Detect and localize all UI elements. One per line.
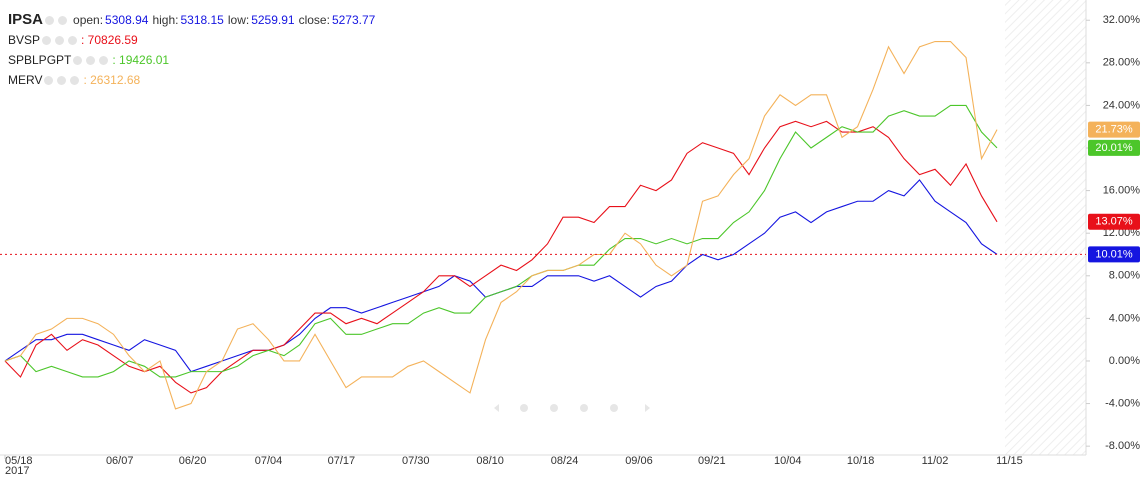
last-value-box — [1088, 213, 1140, 230]
scroll-left[interactable] — [494, 404, 499, 412]
y-tick-label: 0.00% — [1109, 355, 1140, 367]
series-line — [4, 120, 998, 394]
legend-icon[interactable] — [70, 76, 80, 86]
legend-icon[interactable] — [58, 16, 68, 26]
legend-entry: IPSA open: 5308.94 high: 5318.15 low: 5259.91 c… — [8, 10, 375, 30]
legend: IPSA open: 5308.94 high: 5318.15 low: 5259.91 c… — [8, 10, 375, 90]
x-tick-label: 07/04 — [255, 455, 283, 467]
zoom-reset[interactable] — [550, 404, 558, 412]
x-tick-label: 08/24 — [551, 455, 579, 467]
last-value-box — [1088, 246, 1140, 263]
y-tick-label: 32.00% — [1103, 14, 1141, 26]
legend-quote: : 19426.01 — [112, 53, 170, 67]
y-tick-label: -4.00% — [1105, 397, 1140, 409]
ohlc-label: high: — [152, 13, 179, 27]
legend-icon[interactable] — [86, 56, 96, 66]
y-tick-label: -8.00% — [1105, 440, 1140, 452]
last-value-tag: 13.07% — [1088, 213, 1140, 230]
legend-entry: MERV : 26312.68 — [8, 70, 375, 90]
last-value-tag: 21.73% — [1088, 121, 1140, 138]
y-tick-label: 12.00% — [1103, 227, 1141, 239]
x-tick-label: 06/20 — [179, 455, 207, 467]
x-tick-label: 11/15 — [996, 455, 1023, 467]
legend-icon[interactable] — [45, 16, 55, 26]
zoom-out[interactable] — [520, 404, 528, 412]
ohlc-value: 5259.91 — [251, 13, 295, 27]
series-line — [4, 40, 998, 410]
last-value-box — [1088, 139, 1140, 156]
zoom-fit[interactable] — [610, 404, 618, 412]
legend-name: MERV — [8, 73, 43, 87]
y-tick-label: 4.00% — [1109, 312, 1140, 324]
x-tick-label: 09/21 — [698, 455, 726, 467]
last-value-tag: 20.01% — [1088, 139, 1140, 156]
ohlc-label: close: — [298, 13, 330, 27]
series-line — [4, 179, 998, 373]
ohlc-value: 5308.94 — [105, 13, 149, 27]
zoom-in[interactable] — [580, 404, 588, 412]
x-tick-label: 05/18 — [5, 455, 33, 467]
legend-quote: : 26312.68 — [83, 73, 141, 87]
x-tick-label: 09/06 — [625, 455, 653, 467]
x-tick-label: 06/07 — [106, 455, 134, 467]
ohlc-label: open: — [73, 13, 104, 27]
legend-icon[interactable] — [73, 56, 83, 66]
legend-icon[interactable] — [42, 36, 52, 46]
last-value-label: 20.01% — [1095, 142, 1133, 154]
x-tick-label: 07/30 — [402, 455, 430, 467]
last-value-label: 21.73% — [1095, 123, 1133, 135]
legend-icon[interactable] — [57, 76, 67, 86]
scroll-right[interactable] — [645, 404, 650, 412]
x-tick-label: 11/02 — [922, 455, 949, 467]
legend-name: IPSA — [8, 11, 44, 28]
series-line — [4, 104, 998, 378]
last-value-tag: 10.01% — [1088, 246, 1140, 263]
legend-quote: : 70826.59 — [81, 33, 138, 47]
legend-name: BVSP — [8, 33, 41, 47]
x-tick-label: 10/18 — [847, 455, 875, 467]
y-tick-label: 16.00% — [1103, 185, 1141, 197]
zoom-controls[interactable] — [494, 404, 650, 412]
legend-icon[interactable] — [44, 76, 54, 86]
y-tick-label: 24.00% — [1103, 99, 1141, 111]
y-tick-label: 28.00% — [1103, 57, 1141, 69]
x-tick-label: 10/04 — [774, 455, 802, 467]
last-value-box — [1088, 121, 1140, 138]
x-year-label: 2017 — [5, 465, 29, 477]
legend-entry: BVSP : 70826.59 — [8, 30, 375, 50]
legend-icon[interactable] — [68, 36, 78, 46]
last-value-label: 10.01% — [1095, 248, 1133, 260]
x-tick-label: 08/10 — [476, 455, 504, 467]
x-tick-label: 07/17 — [328, 455, 356, 467]
ohlc-value: 5273.77 — [331, 13, 376, 27]
ohlc-label: low: — [227, 13, 250, 27]
future-area — [1005, 0, 1086, 455]
legend-entry: SPBLPGPT : 19426.01 — [8, 50, 375, 70]
y-tick-label: 8.00% — [1109, 270, 1140, 282]
last-value-label: 13.07% — [1095, 216, 1133, 228]
ohlc-value: 5318.15 — [180, 13, 224, 27]
legend-icon[interactable] — [99, 56, 109, 66]
legend-name: SPBLPGPT — [8, 53, 72, 67]
legend-icon[interactable] — [55, 36, 65, 46]
